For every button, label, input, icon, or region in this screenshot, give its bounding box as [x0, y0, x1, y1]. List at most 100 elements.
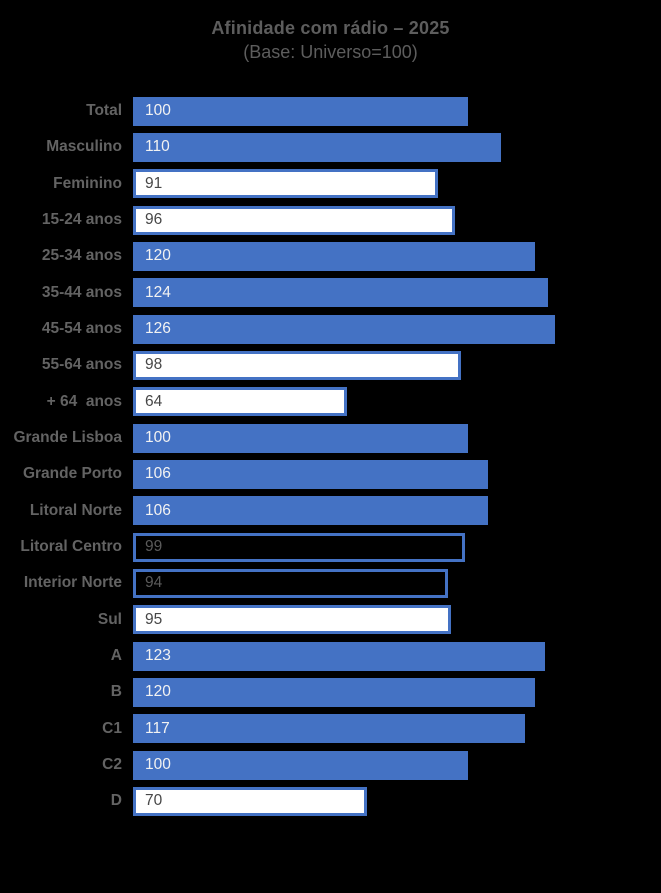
chart-title-block: Afinidade com rádio – 2025 (Base: Univer…	[0, 16, 661, 65]
bar: 64	[133, 387, 348, 417]
bar-track: 94	[133, 568, 448, 598]
bar: 106	[133, 459, 488, 489]
bar: 100	[133, 96, 468, 126]
category-label: B	[110, 683, 122, 701]
chart-row: 25-34 anos 120	[0, 238, 661, 274]
bar: 120	[133, 241, 535, 271]
bar: 126	[133, 314, 555, 344]
bar-track: 124	[133, 278, 549, 308]
category-label: Interior Norte	[23, 574, 122, 592]
bar-track: 95	[133, 605, 452, 635]
bar-value-label: 120	[145, 683, 171, 701]
bar-value-label: 96	[145, 211, 163, 229]
bar-value-label: 98	[145, 356, 163, 374]
chart-row: A 123	[0, 638, 661, 674]
bar-value-label: 100	[145, 429, 171, 447]
category-label: Total	[86, 102, 122, 120]
chart-row: Sul 95	[0, 602, 661, 638]
bar: 110	[133, 132, 502, 162]
chart-row: 55-64 anos 98	[0, 347, 661, 383]
category-label: Litoral Centro	[20, 538, 122, 556]
bar: 98	[133, 350, 462, 380]
category-label: 15-24 anos	[41, 211, 122, 229]
chart-row: C2 100	[0, 747, 661, 783]
bar: 117	[133, 714, 525, 744]
bar-track: 117	[133, 714, 525, 744]
category-label: Feminino	[53, 174, 122, 192]
chart-row: Grande Porto 106	[0, 456, 661, 492]
bar-track: 96	[133, 205, 455, 235]
chart-subtitle: (Base: Universo=100)	[243, 42, 418, 63]
bar-value-label: 124	[145, 283, 171, 301]
category-label: Sul	[97, 610, 122, 628]
bar-track: 126	[133, 314, 555, 344]
bar-value-label: 126	[145, 320, 171, 338]
bar: 96	[133, 205, 455, 235]
chart-row: Grande Lisboa 100	[0, 420, 661, 456]
bar: 100	[133, 423, 468, 453]
chart-row: 35-44 anos 124	[0, 275, 661, 311]
category-label: Masculino	[46, 138, 122, 156]
bar-value-label: 106	[145, 501, 171, 519]
chart-row: B 120	[0, 674, 661, 710]
chart-title: Afinidade com rádio – 2025	[211, 18, 450, 38]
chart-row: Litoral Centro 99	[0, 529, 661, 565]
bar-track: 106	[133, 459, 488, 489]
chart-row: Litoral Norte 106	[0, 493, 661, 529]
chart-row: Feminino 91	[0, 166, 661, 202]
bar: 120	[133, 677, 535, 707]
bar-track: 100	[133, 96, 468, 126]
bar-track: 123	[133, 641, 545, 671]
bar-value-label: 106	[145, 465, 171, 483]
bar: 106	[133, 496, 488, 526]
bar-value-label: 120	[145, 247, 171, 265]
category-label: D	[110, 792, 122, 810]
bar-chart-plot-area: Total 100 Masculino 110 Feminino 91 15-24 anos…	[0, 93, 661, 820]
category-label: 45-54 anos	[41, 320, 122, 338]
bar: 124	[133, 278, 549, 308]
bar: 100	[133, 750, 468, 780]
bar: 91	[133, 169, 438, 199]
bar: 99	[133, 532, 465, 562]
bar-value-label: 110	[145, 138, 170, 156]
bar-value-label: 94	[145, 574, 163, 592]
bar-track: 98	[133, 350, 462, 380]
category-label: C2	[102, 756, 122, 774]
bar-value-label: 117	[145, 719, 170, 737]
chart-row: 45-54 anos 126	[0, 311, 661, 347]
bar-value-label: 95	[145, 610, 163, 628]
bar: 70	[133, 786, 368, 816]
chart-row: Total 100	[0, 93, 661, 129]
bar-value-label: 64	[145, 392, 163, 410]
bar-value-label: 100	[145, 102, 171, 120]
bar-value-label: 70	[145, 792, 163, 810]
chart-row: + 64 anos 64	[0, 384, 661, 420]
bar-track: 106	[133, 496, 488, 526]
category-label: 55-64 anos	[41, 356, 122, 374]
bar: 123	[133, 641, 545, 671]
bar-track: 91	[133, 169, 438, 199]
chart-row: Interior Norte 94	[0, 565, 661, 601]
chart-row: 15-24 anos 96	[0, 202, 661, 238]
bar-track: 100	[133, 750, 468, 780]
category-label: Litoral Norte	[29, 501, 122, 519]
category-label: 35-44 anos	[41, 283, 122, 301]
bar-track: 100	[133, 423, 468, 453]
bar-track: 110	[133, 132, 502, 162]
bar-track: 120	[133, 241, 535, 271]
chart-row: Masculino 110	[0, 129, 661, 165]
bar-track: 70	[133, 786, 368, 816]
bar-value-label: 100	[145, 756, 171, 774]
bar-value-label: 91	[145, 174, 163, 192]
bar-value-label: 99	[145, 538, 163, 556]
category-label: + 64 anos	[46, 392, 122, 410]
category-label: A	[110, 647, 122, 665]
category-label: Grande Lisboa	[13, 429, 122, 447]
category-label: 25-34 anos	[41, 247, 122, 265]
bar: 94	[133, 568, 448, 598]
bar-track: 64	[133, 387, 348, 417]
chart-row: D 70	[0, 783, 661, 819]
chart-row: C1 117	[0, 711, 661, 747]
bar-value-label: 123	[145, 647, 171, 665]
